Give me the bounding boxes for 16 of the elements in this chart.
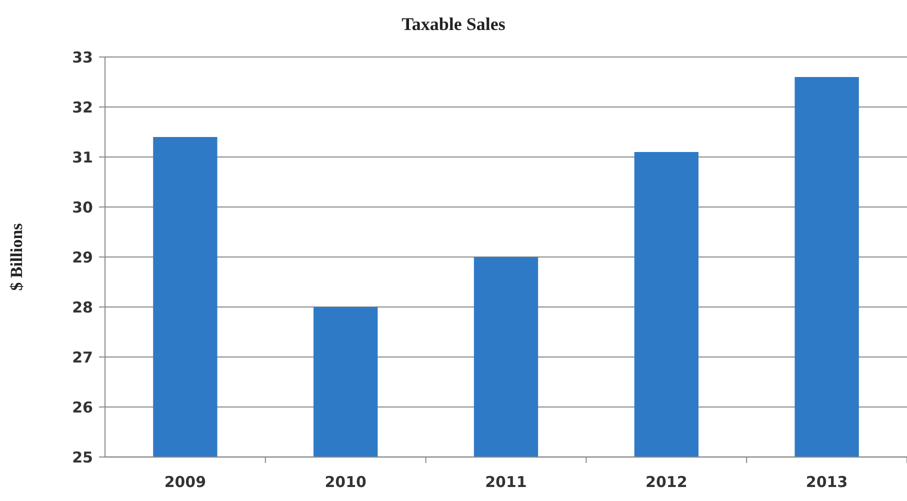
y-tick-label: 28 xyxy=(72,298,93,316)
x-tick-label: 2011 xyxy=(485,473,527,491)
y-tick-label: 27 xyxy=(72,348,93,366)
x-tick-label: 2013 xyxy=(806,473,848,491)
y-axis-title: $ Billions xyxy=(7,222,26,291)
y-tick-label: 31 xyxy=(72,148,93,166)
y-tick-label: 26 xyxy=(72,398,93,416)
y-tick-label: 33 xyxy=(72,48,93,66)
x-tick-label: 2009 xyxy=(164,473,206,491)
x-tick-label: 2012 xyxy=(646,473,688,491)
chart-title: Taxable Sales xyxy=(402,14,506,34)
y-tick-label: 30 xyxy=(72,198,93,216)
y-tick-label: 29 xyxy=(72,248,93,266)
y-tick-label: 25 xyxy=(72,448,93,466)
x-tick-label: 2010 xyxy=(324,473,366,491)
y-tick-label: 32 xyxy=(72,98,93,116)
